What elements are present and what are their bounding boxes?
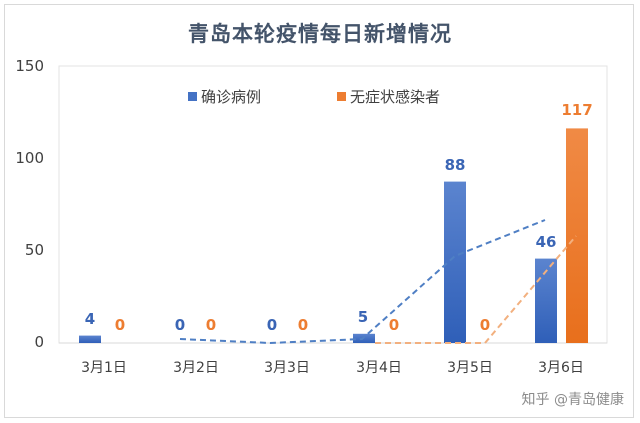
legend-item-asymptomatic: 无症状感染者 [337, 86, 440, 107]
legend-swatch-blue [188, 92, 197, 101]
bar-confirmed-3-5 [444, 181, 466, 343]
bar-asymptomatic-3-6 [566, 128, 588, 343]
data-label-confirmed-3-5: 88 [444, 156, 466, 174]
x-tick-3-5: 3月5日 [447, 360, 493, 376]
y-tick-50: 50 [24, 241, 44, 259]
data-label-confirmed-3-2: 0 [174, 316, 186, 334]
watermark: 知乎 @青岛健康 [521, 392, 624, 408]
plot-border [58, 65, 608, 344]
x-tick-3-2: 3月2日 [173, 360, 219, 376]
data-label-confirmed-3-4: 5 [357, 308, 369, 326]
legend-item-confirmed: 确诊病例 [188, 86, 261, 107]
trendline-confirmed [179, 219, 546, 345]
legend-label-asymptomatic: 无症状感染者 [350, 88, 441, 106]
data-label-asymptomatic-3-5: 0 [479, 316, 491, 334]
chart-frame [4, 4, 634, 418]
bar-confirmed-3-1 [79, 335, 101, 343]
data-label-confirmed-3-6: 46 [535, 233, 557, 251]
data-label-confirmed-3-1: 4 [84, 310, 96, 328]
x-tick-3-6: 3月6日 [538, 360, 584, 376]
trendline-asymptomatic [375, 235, 577, 344]
bar-confirmed-3-6 [535, 258, 557, 343]
y-tick-100: 100 [15, 149, 44, 167]
legend-label-confirmed: 确诊病例 [201, 88, 262, 106]
y-tick-0: 0 [34, 333, 44, 351]
legend-swatch-orange [337, 92, 346, 101]
data-label-asymptomatic-3-4: 0 [388, 316, 400, 334]
x-tick-3-1: 3月1日 [81, 360, 127, 376]
chart-title: 青岛本轮疫情每日新增情况 [188, 22, 452, 46]
x-tick-3-4: 3月4日 [356, 360, 402, 376]
data-label-asymptomatic-3-2: 0 [205, 316, 217, 334]
data-label-asymptomatic-3-6: 117 [561, 101, 593, 119]
data-label-asymptomatic-3-3: 0 [297, 316, 309, 334]
y-tick-150: 150 [15, 57, 44, 75]
data-label-confirmed-3-3: 0 [266, 316, 278, 334]
data-label-asymptomatic-3-1: 0 [114, 316, 126, 334]
x-tick-3-3: 3月3日 [264, 360, 310, 376]
